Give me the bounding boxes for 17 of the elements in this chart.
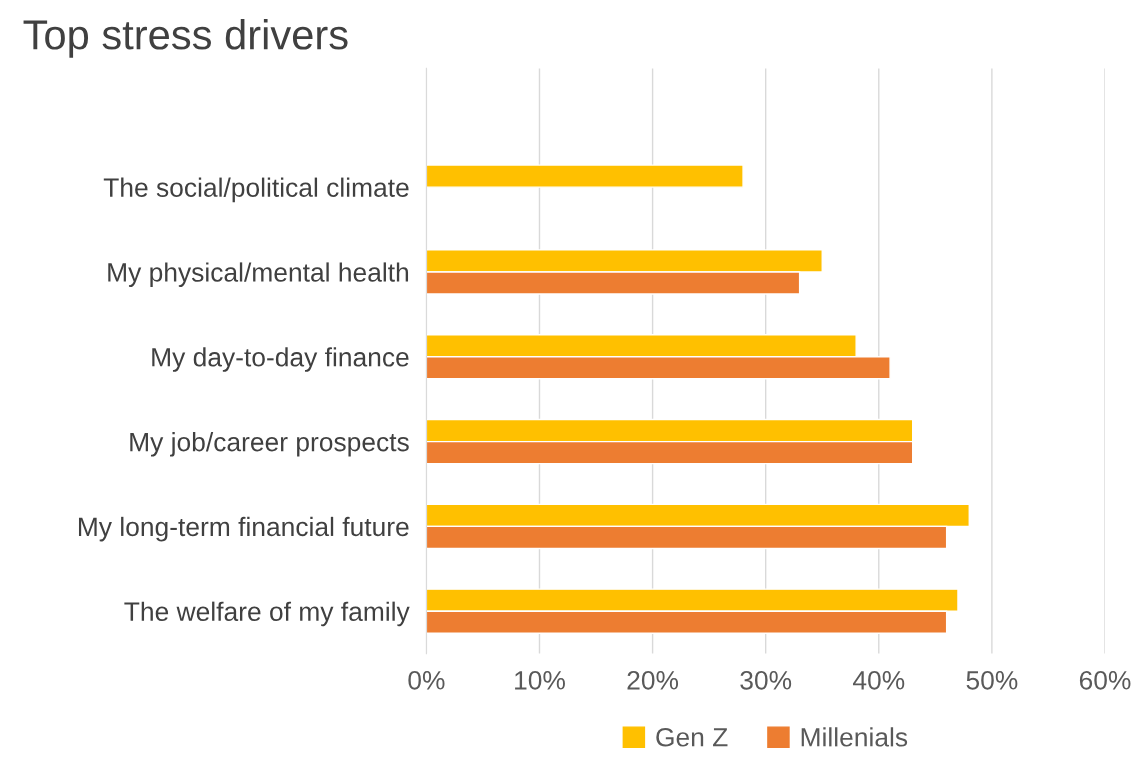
y-tick-label: The social/political climate	[103, 177, 409, 203]
y-tick-label: The welfare of my family	[124, 601, 410, 627]
chart-title: Top stress drivers	[23, 19, 348, 58]
x-tick-label: 0%	[408, 670, 445, 690]
bar	[426, 164, 744, 188]
x-tick-label: 40%	[852, 670, 905, 690]
y-tick-label: My physical/mental health	[108, 262, 409, 287]
x-tick-label: 30%	[740, 670, 792, 690]
legend-label: Gen Z	[656, 727, 728, 747]
y-tick-label: My job/career prospects	[130, 432, 409, 457]
x-tick-label: 10%	[515, 670, 565, 690]
x-tick-label: 50%	[966, 670, 1018, 690]
x-tick-label: 20%	[627, 670, 679, 690]
y-tick-label: My long-term financial future	[78, 516, 409, 542]
x-tick-label: 60%	[1079, 670, 1131, 690]
legend-label: Millenials	[801, 727, 908, 747]
y-tick-label: My day-to-day finance	[152, 347, 409, 372]
